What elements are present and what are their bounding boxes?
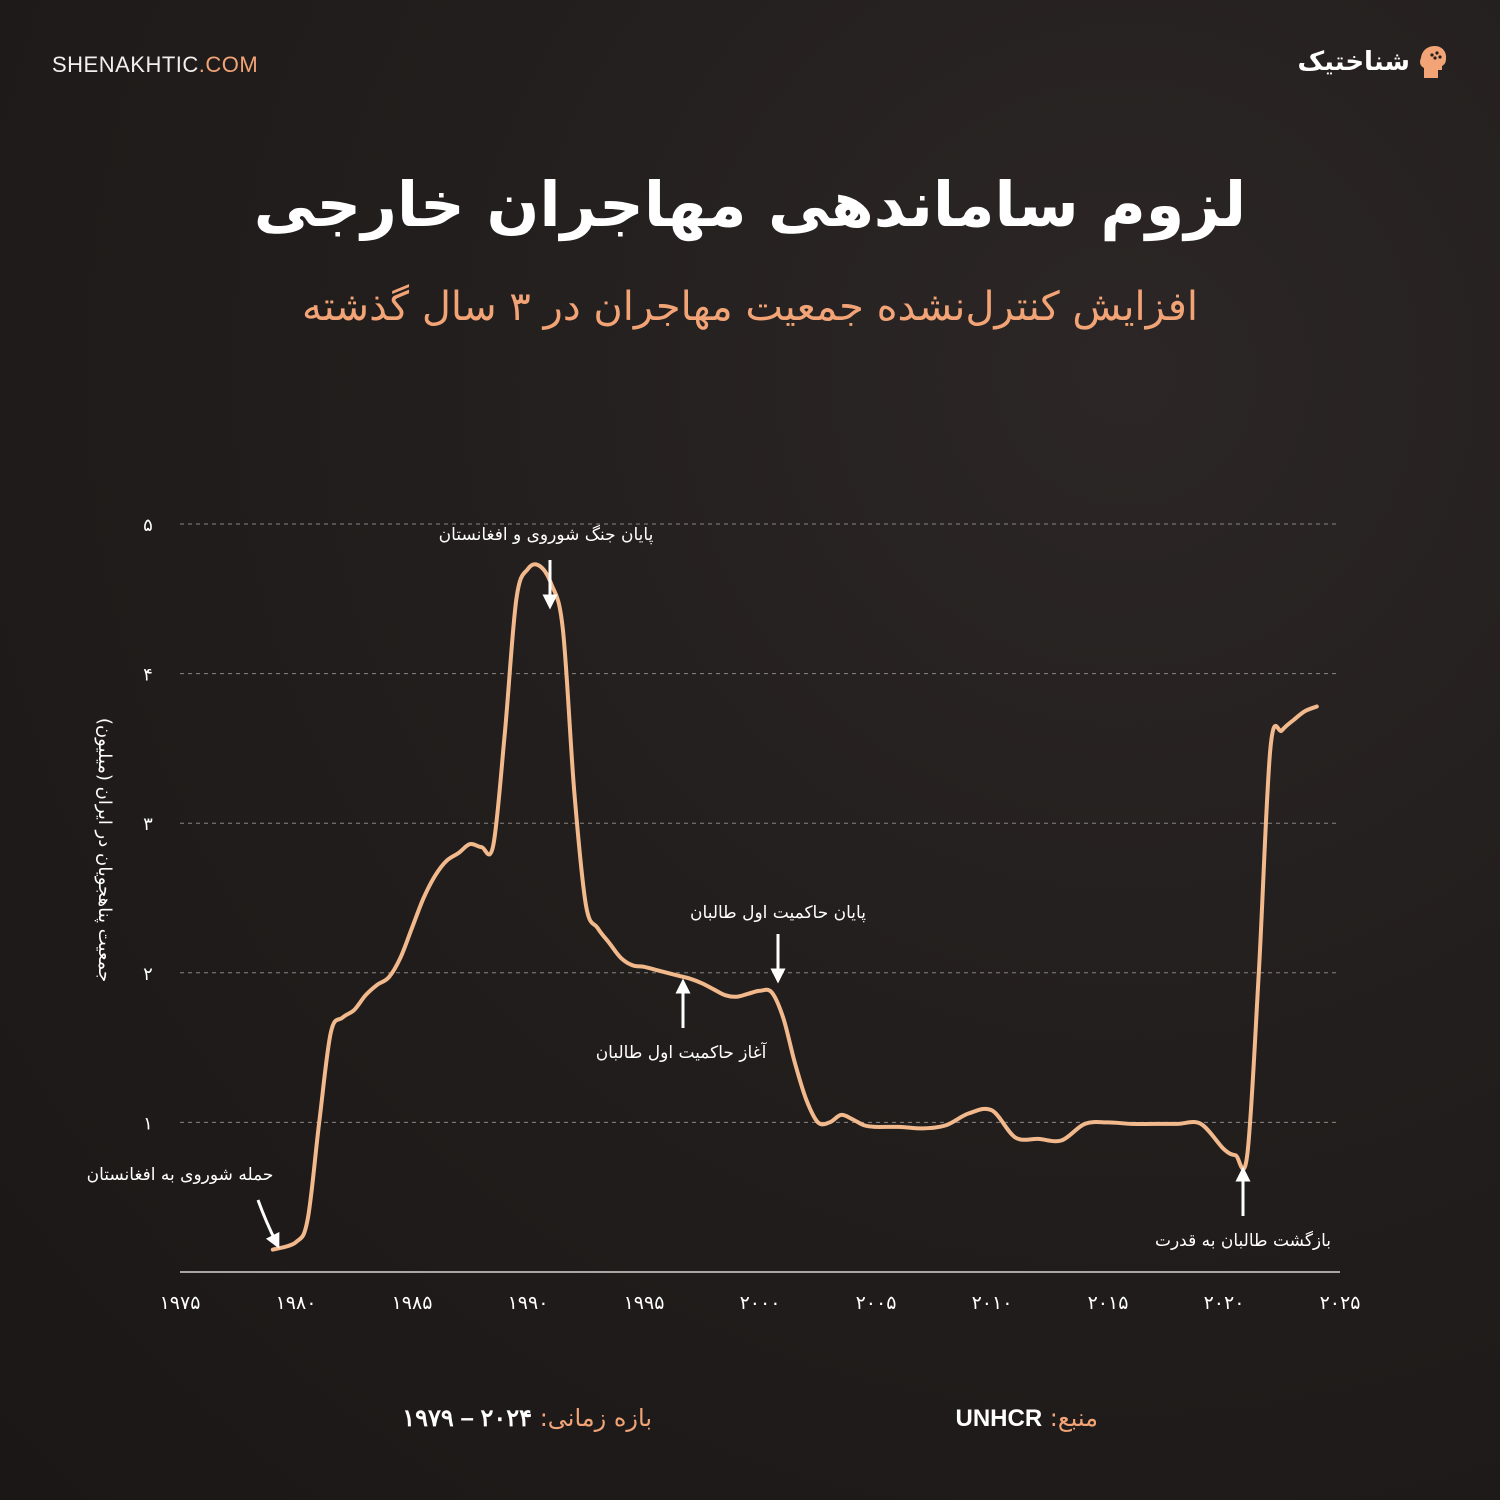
head-logo-icon [1420,46,1447,78]
x-tick-label: ۲۰۰۰ [740,1292,781,1314]
annotations: حمله شوروی به افغانستان پایان جنگ شوروی و… [87,524,1331,1251]
page-title: لزوم ساماندهی مهاجران خارجی [253,168,1247,241]
series-layer [270,562,1319,1252]
annotation: پایان جنگ شوروی و افغانستان [439,524,654,610]
annotation-label: آغاز حاکمیت اول طالبان [596,1041,768,1063]
source-label: منبع: [1049,1404,1098,1432]
arrow-icon [256,1199,280,1249]
annotation: حمله شوروی به افغانستان [87,1165,280,1249]
source-note: منبع: UNHCR [955,1404,1098,1433]
x-tick-label: ۲۰۱۵ [1088,1292,1129,1314]
annotation-label: پایان جنگ شوروی و افغانستان [439,524,654,545]
y-tick-labels: ۱ ۲ ۳ ۴ ۵ [143,515,153,1134]
period-value: ۲۰۲۴ – ۱۹۷۹ [402,1405,533,1432]
site-url[interactable]: SHENAKHTIC.COM [52,52,258,78]
x-tick-labels: ۱۹۷۵ ۱۹۸۰ ۱۹۸۵ ۱۹۹۰ ۱۹۹۵ ۲۰۰۰ ۲۰۰۵ ۲۰۱۰ ۲۰۱۵ ۲۰۲۰… [160,1292,1361,1314]
page-subtitle: افزایش کنترل‌نشده جمعیت مهاجران در ۳ سال… [302,284,1198,330]
site-domain: .COM [198,52,259,77]
x-tick-label: ۲۰۰۵ [856,1292,897,1314]
x-tick-label: ۱۹۸۵ [392,1292,433,1314]
y-tick-label: ۵ [143,515,153,536]
period-label: بازه زمانی: [539,1404,652,1432]
series-line [270,562,1319,1252]
source-value: UNHCR [955,1405,1043,1432]
x-tick-label: ۱۹۷۵ [160,1292,201,1314]
y-tick-label: ۱ [143,1113,153,1134]
period-note: بازه زمانی: ۲۰۲۴ – ۱۹۷۹ [402,1404,652,1433]
x-tick-label: ۱۹۸۰ [276,1292,317,1314]
annotation-label: بازگشت طالبان به قدرت [1155,1230,1331,1251]
annotation-label: پایان حاکمیت اول طالبان [690,903,866,923]
x-tick-label: ۲۰۲۰ [1204,1292,1245,1314]
annotation: بازگشت طالبان به قدرت [1155,1166,1331,1251]
y-tick-label: ۳ [143,814,153,835]
x-tick-label: ۱۹۹۵ [624,1292,665,1314]
annotation-label: حمله شوروی به افغانستان [87,1165,274,1185]
grid [180,523,1340,1123]
y-tick-label: ۲ [143,964,153,985]
y-tick-label: ۴ [143,665,153,686]
x-tick-label: ۲۰۱۰ [972,1292,1013,1314]
brand: شناختیک [1297,44,1448,80]
x-tick-label: ۱۹۹۰ [508,1292,549,1314]
x-tick-label: ۲۰۲۵ [1320,1292,1361,1314]
site-name: SHENAKHTIC [52,52,199,77]
brand-name: شناختیک [1297,47,1410,77]
annotation: پایان حاکمیت اول طالبان [690,903,866,984]
annotation: آغاز حاکمیت اول طالبان [596,978,768,1063]
